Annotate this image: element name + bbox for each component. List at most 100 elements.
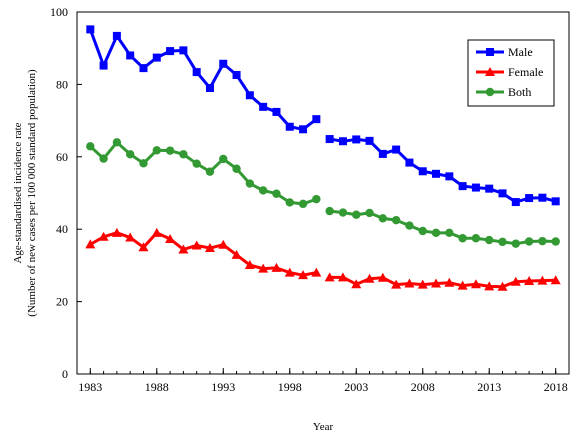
data-point-both — [352, 210, 361, 219]
data-point-female — [298, 270, 309, 280]
x-tick-label: 1998 — [278, 380, 302, 394]
data-point-male — [511, 198, 520, 207]
data-point-female — [204, 243, 215, 253]
legend-label: Both — [508, 85, 531, 99]
data-point-female — [111, 227, 122, 237]
data-point-both — [405, 221, 414, 230]
data-point-male — [232, 70, 241, 79]
data-point-both — [112, 138, 122, 147]
x-tick-label: 2013 — [477, 380, 501, 394]
data-point-both — [219, 154, 228, 164]
data-point-both — [139, 159, 148, 168]
legend-entry-male: Male — [476, 45, 533, 59]
data-point-female — [457, 280, 468, 290]
y-tick-label: 60 — [56, 150, 68, 164]
y-tick-label: 0 — [62, 367, 68, 381]
data-point-female — [497, 281, 508, 291]
data-point-female — [311, 267, 322, 277]
data-point-female — [377, 272, 388, 282]
data-point-female — [364, 273, 375, 283]
series-line-male — [329, 137, 557, 204]
data-point-female — [85, 239, 96, 249]
data-point-male — [325, 135, 334, 144]
data-point-female — [524, 275, 535, 285]
x-tick-label: 2003 — [344, 380, 368, 394]
legend-marker — [486, 48, 494, 56]
series-both — [86, 138, 560, 248]
data-point-male — [152, 53, 161, 62]
data-point-female — [178, 244, 189, 254]
data-point-both — [391, 215, 401, 225]
data-point-both — [418, 226, 427, 236]
data-point-male — [86, 25, 95, 34]
data-point-female — [484, 281, 495, 291]
x-axis-title: Year — [313, 421, 334, 433]
axes: 0 20 40 60 80 100 1983 1988 1993 1998 2003 2008 2013… — [50, 5, 570, 394]
data-point-male — [299, 125, 308, 134]
data-point-female — [404, 278, 415, 288]
data-point-female — [165, 233, 176, 243]
data-point-both — [152, 146, 161, 155]
data-point-both — [285, 198, 294, 207]
data-point-both — [245, 179, 255, 188]
data-point-male — [485, 184, 494, 193]
data-point-both — [538, 236, 547, 246]
data-point-female — [258, 263, 269, 273]
data-point-both — [298, 199, 308, 209]
data-point-female — [138, 242, 149, 252]
y-axis-title-line-2: (Number of new cases per 100 000 standar… — [26, 69, 38, 317]
series-line-female — [329, 275, 556, 289]
data-point-female — [351, 279, 362, 289]
data-point-male — [312, 115, 321, 124]
data-point-male — [352, 135, 361, 144]
data-point-both — [125, 150, 135, 159]
y-tick-label: 20 — [56, 295, 68, 309]
data-point-both — [458, 234, 467, 243]
legend-marker — [485, 67, 495, 76]
data-point-both — [165, 146, 175, 155]
legend-label: Female — [508, 65, 543, 79]
legend-entry-female: Female — [476, 65, 543, 79]
data-point-male — [538, 193, 547, 202]
data-point-both — [551, 237, 560, 246]
data-point-both — [498, 237, 507, 247]
y-tick-label: 80 — [56, 77, 68, 91]
data-point-female — [417, 279, 428, 289]
data-point-female — [550, 275, 561, 285]
data-point-male — [525, 194, 534, 203]
data-point-male — [471, 183, 480, 192]
data-point-male — [445, 172, 454, 181]
data-point-both — [86, 142, 95, 151]
data-point-both — [338, 208, 348, 217]
data-point-male — [285, 122, 294, 131]
data-point-female — [510, 276, 521, 286]
data-point-male — [458, 182, 467, 191]
data-point-female — [431, 278, 442, 288]
data-point-male — [139, 64, 148, 73]
series-line-both — [89, 140, 317, 206]
data-point-both — [232, 164, 241, 173]
data-point-both — [99, 154, 108, 163]
data-point-both — [258, 186, 268, 195]
data-point-female — [337, 272, 348, 282]
data-point-both — [312, 194, 321, 204]
data-point-female — [537, 275, 548, 285]
data-point-both — [378, 214, 388, 223]
data-point-both — [179, 150, 188, 159]
series-male — [86, 25, 560, 207]
data-point-both — [205, 167, 215, 176]
data-point-male — [179, 46, 188, 55]
series-female — [85, 227, 561, 291]
data-point-female — [98, 231, 109, 241]
data-point-male — [205, 84, 214, 93]
data-point-female — [231, 249, 242, 259]
data-point-female — [324, 272, 335, 282]
data-point-male — [192, 68, 201, 77]
data-point-female — [151, 227, 162, 237]
legend-label: Male — [508, 45, 533, 59]
data-point-female — [218, 239, 229, 249]
data-point-both — [431, 228, 441, 238]
data-point-male — [166, 47, 175, 56]
data-point-female — [271, 262, 282, 272]
data-point-male — [259, 102, 268, 111]
